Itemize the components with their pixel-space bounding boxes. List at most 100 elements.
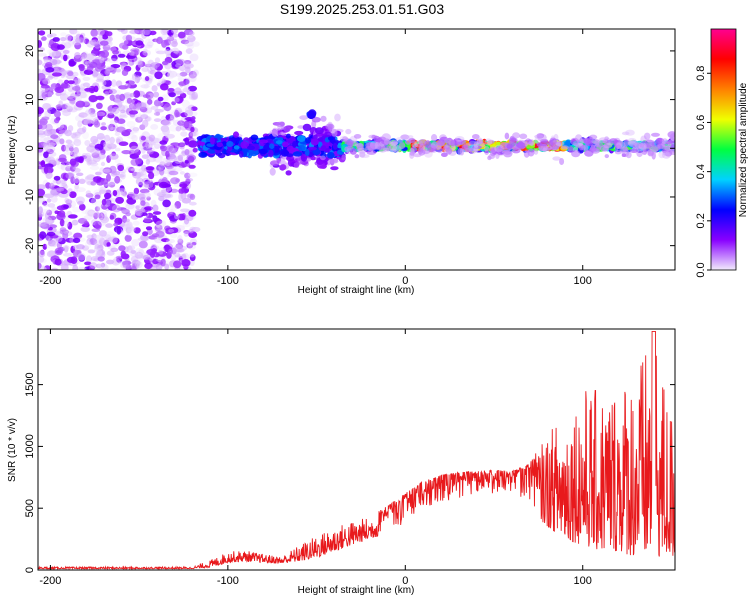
spectrogram-cell [109, 94, 116, 101]
spectrogram-cell [40, 265, 46, 270]
spectrogram-cell [163, 193, 174, 199]
spectrogram-cell [140, 170, 147, 176]
spectrogram-cell [89, 112, 97, 118]
snr-xtick-label: -200 [39, 575, 61, 587]
spectrogram-cell [50, 158, 60, 165]
spectrogram-cell [359, 154, 370, 159]
spectrogram-cell [177, 213, 186, 221]
spectrogram-cell [512, 132, 520, 139]
spectrogram-cell [125, 128, 132, 133]
spectrogram-cell [65, 91, 76, 99]
spectrogram-cell [604, 154, 609, 159]
spectrogram-cell [165, 133, 175, 139]
spectrogram-cell [124, 234, 132, 242]
spectrogram-cell [89, 162, 99, 167]
spectrogram-cell [108, 153, 119, 160]
spectrogram-cell [94, 194, 101, 200]
spectrogram-cell [68, 98, 75, 105]
spectrogram-cell [171, 33, 179, 38]
spectrogram-cell [97, 206, 103, 212]
spectrogram-cell [135, 248, 144, 253]
spectrogram-cell [314, 127, 324, 135]
spectrogram-cell [40, 84, 50, 89]
spectrogram-cell [185, 106, 193, 114]
spectrogram-cell [150, 266, 158, 270]
spectrogram-cell [70, 132, 77, 139]
colorbar-ticks: 0.0 0.2 0.4 0.6 0.8 [695, 66, 711, 278]
spectrogram-cell [454, 136, 465, 142]
spectrogram-cell [38, 188, 46, 197]
spectrogram-cell [72, 86, 81, 91]
spectrogram-cell [159, 168, 165, 176]
spectrogram-cell [154, 236, 164, 244]
spectrogram-cell [528, 141, 534, 146]
spectrogram-cell [93, 234, 104, 240]
spectrogram-cell [494, 144, 504, 153]
spectrogram-cell [120, 109, 126, 114]
spectrogram-ytick-label: 20 [24, 45, 36, 57]
spectrogram-cell [418, 139, 427, 146]
spectrogram-cell [112, 237, 120, 245]
spectrogram-cell [147, 149, 154, 155]
spectrogram-cell [156, 36, 163, 45]
spectrogram-cell [166, 36, 175, 42]
spectrogram-cell [55, 104, 62, 110]
spectrogram-cell [488, 153, 496, 159]
spectrogram-cell [100, 178, 109, 185]
spectrogram-cell [54, 86, 65, 93]
spectrogram-cell [77, 217, 88, 224]
spectrogram-cell [374, 141, 380, 150]
spectrogram-cell [334, 113, 341, 122]
spectrogram-cell [168, 209, 174, 214]
spectrogram-cell [109, 215, 115, 220]
spectrogram-cell [181, 252, 190, 261]
spectrogram-cell [86, 118, 93, 125]
spectrogram-cell [50, 206, 56, 212]
spectrogram-cell [233, 131, 239, 138]
spectrogram-cell [312, 134, 318, 140]
spectrogram-cell [94, 42, 101, 49]
spectrogram-cell [45, 146, 51, 152]
spectrogram-cell [83, 215, 93, 221]
spectrogram-cell [127, 245, 133, 254]
spectrogram-cell [134, 210, 143, 216]
spectrogram-cell [84, 112, 94, 120]
spectrogram-cell [53, 175, 61, 181]
spectrogram-cell [110, 267, 120, 270]
spectrogram-cell [51, 241, 57, 247]
spectrogram-cell [116, 227, 122, 235]
spectrogram-cell [67, 125, 74, 132]
spectrogram-cell [62, 245, 70, 251]
spectrogram-cell [141, 154, 149, 160]
spectrogram-cell [48, 49, 57, 58]
spectrogram-cell [299, 115, 309, 120]
spectrogram-cell [59, 138, 65, 145]
spectrogram-cell [132, 171, 138, 176]
spectrogram-cell [188, 37, 196, 42]
spectrogram-cell [177, 235, 183, 242]
spectrogram-cell [342, 136, 349, 141]
spectrogram-cell [143, 48, 148, 54]
spectrogram-cell [590, 138, 600, 145]
spectrogram-cell [96, 102, 103, 110]
spectrogram-cell [188, 140, 198, 148]
spectrogram-cell [128, 51, 135, 56]
spectrogram-cell [183, 231, 189, 237]
spectrogram-cell [106, 242, 111, 247]
spectrogram-cell [389, 148, 397, 153]
spectrogram-cell [275, 121, 285, 128]
spectrogram-cell [65, 102, 75, 110]
spectrogram-cell [143, 181, 149, 188]
spectrogram-cell [67, 71, 74, 77]
spectrogram-cell [189, 252, 195, 258]
spectrogram-ylabel: Frequency (Hz) [7, 116, 18, 185]
spectrogram-cell [89, 157, 99, 162]
spectrogram-cell [125, 167, 136, 171]
spectrogram-cell [140, 29, 146, 36]
spectrogram-cell [155, 220, 165, 229]
spectrogram-cell [115, 196, 124, 204]
spectrogram-cell [38, 40, 42, 48]
spectrogram-cell [72, 206, 81, 213]
spectrogram-cell [173, 260, 182, 269]
spectrogram-cell [117, 101, 123, 108]
